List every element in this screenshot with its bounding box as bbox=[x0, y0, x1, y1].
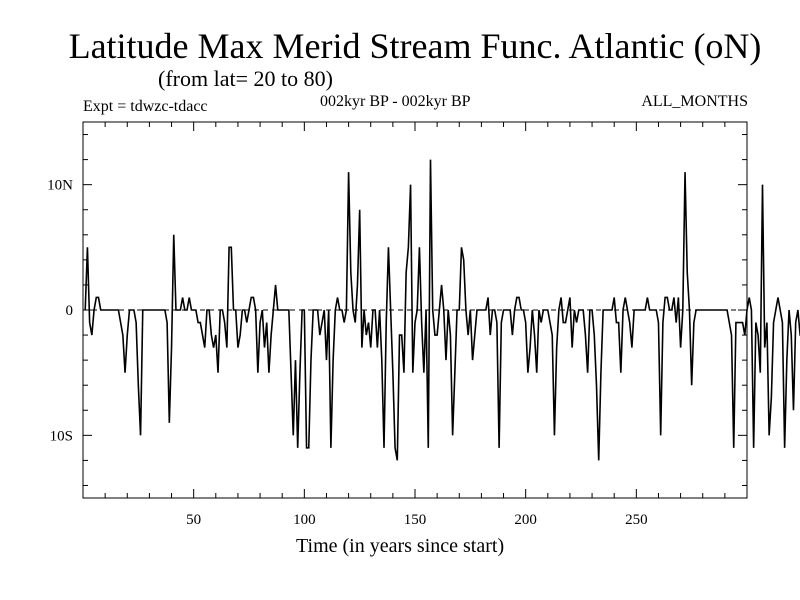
y-tick-label: 0 bbox=[66, 303, 74, 319]
chart-subtitle: (from lat= 20 to 80) bbox=[158, 66, 333, 91]
x-axis-label: Time (in years since start) bbox=[296, 535, 505, 557]
x-tick-label: 250 bbox=[625, 512, 648, 528]
y-tick-label: 10S bbox=[50, 428, 73, 444]
chart-title: Latitude Max Merid Stream Func. Atlantic… bbox=[68, 26, 762, 66]
series-line bbox=[84, 159, 800, 461]
y-tick-label: 10N bbox=[47, 178, 73, 194]
x-tick-label: 200 bbox=[514, 512, 537, 528]
experiment-label: Expt = tdwzc-tdacc bbox=[83, 98, 208, 115]
x-tick-label: 50 bbox=[186, 512, 201, 528]
months-label: ALL_MONTHS bbox=[641, 93, 748, 110]
axis-tick-labels: 50 100 150 200 250 10N 0 10S bbox=[47, 178, 647, 528]
x-tick-label: 150 bbox=[404, 512, 427, 528]
x-tick-label: 100 bbox=[293, 512, 316, 528]
period-label: 002kyr BP - 002kyr BP bbox=[320, 93, 471, 110]
axis-ticks bbox=[83, 122, 747, 498]
